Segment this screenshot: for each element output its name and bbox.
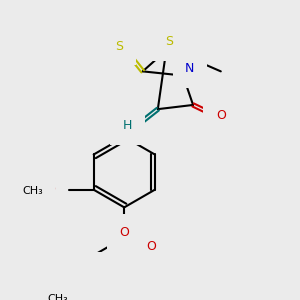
- Text: H: H: [123, 119, 132, 132]
- Text: O: O: [119, 226, 129, 239]
- Text: CH₃: CH₃: [23, 186, 44, 197]
- Text: S: S: [165, 35, 173, 49]
- Text: S: S: [115, 40, 123, 53]
- Text: CH₃: CH₃: [47, 294, 68, 300]
- Text: O: O: [45, 183, 55, 196]
- Text: O: O: [146, 239, 156, 253]
- Text: N: N: [185, 62, 194, 75]
- Text: O: O: [216, 109, 226, 122]
